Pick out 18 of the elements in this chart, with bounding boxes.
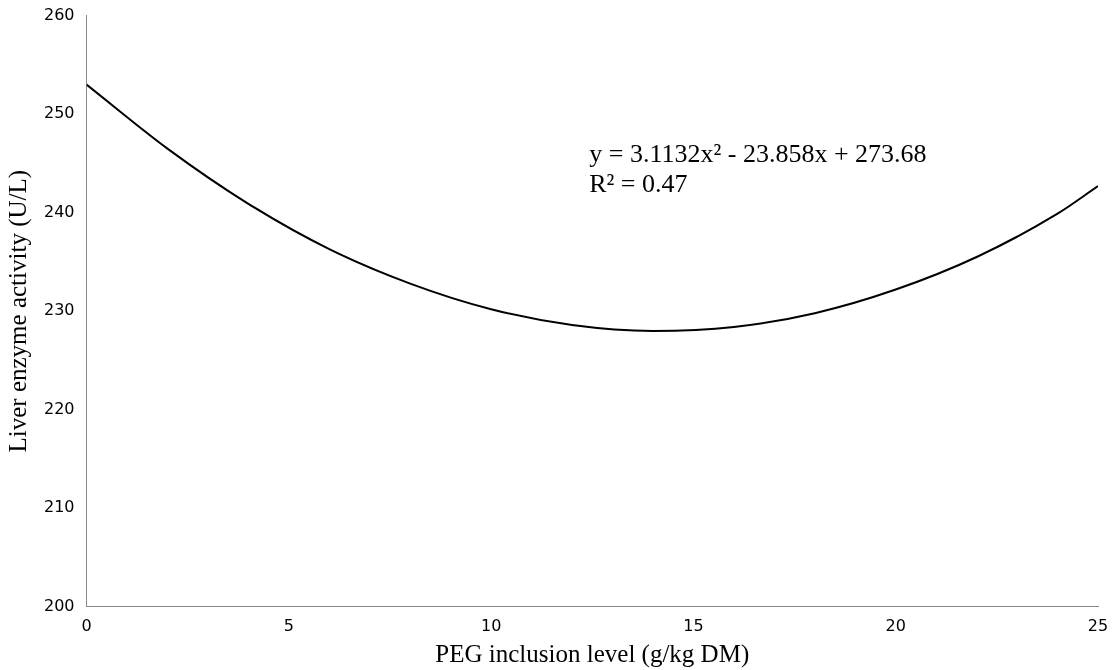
y-tick-label: 240 [43,201,75,221]
x-axis-title: PEG inclusion level (g/kg DM) [435,639,750,668]
x-tick-label: 10 [480,615,502,635]
y-tick-label: 200 [43,595,75,615]
x-tick-label: 25 [1087,615,1109,635]
y-tick-label: 250 [43,103,75,123]
y-tick-label: 230 [43,300,75,320]
y-tick-label: 220 [43,398,75,418]
y-tick-label: 210 [43,497,75,517]
y-tick-label: 260 [43,4,75,24]
x-tick-label: 0 [81,615,92,635]
x-tick-label: 15 [683,615,704,635]
y-axis-title: Liver enzyme activity (U/L) [3,169,32,453]
annotation: y = 3.1132x² - 23.858x + 273.68 [589,139,927,168]
line-series [86,83,1098,332]
x-tick-label: 5 [283,615,294,635]
x-tick-label: 20 [885,615,906,635]
annotation: R² = 0.47 [589,169,688,198]
